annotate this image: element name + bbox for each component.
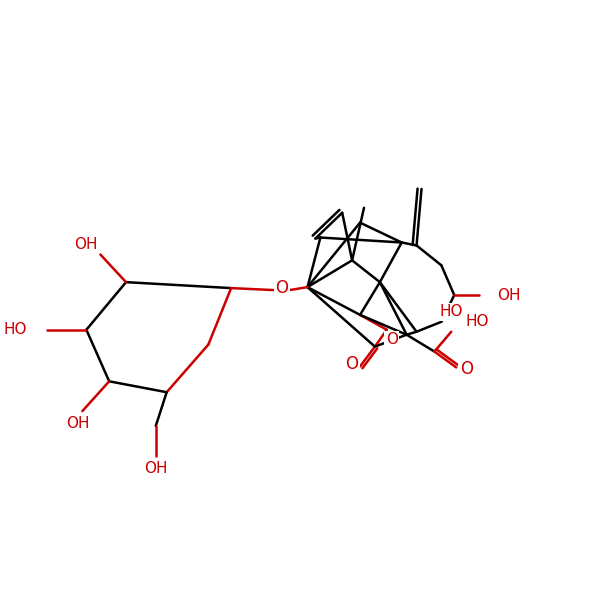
Text: HO: HO <box>4 322 27 337</box>
Text: O: O <box>386 332 398 347</box>
Text: O: O <box>346 355 359 373</box>
Text: OH: OH <box>497 287 520 302</box>
Text: OH: OH <box>144 461 167 476</box>
Text: HO: HO <box>465 314 488 329</box>
Text: O: O <box>460 361 473 379</box>
Text: O: O <box>275 279 288 297</box>
Text: HO: HO <box>440 304 463 319</box>
Text: OH: OH <box>74 237 98 252</box>
Text: OH: OH <box>65 416 89 431</box>
